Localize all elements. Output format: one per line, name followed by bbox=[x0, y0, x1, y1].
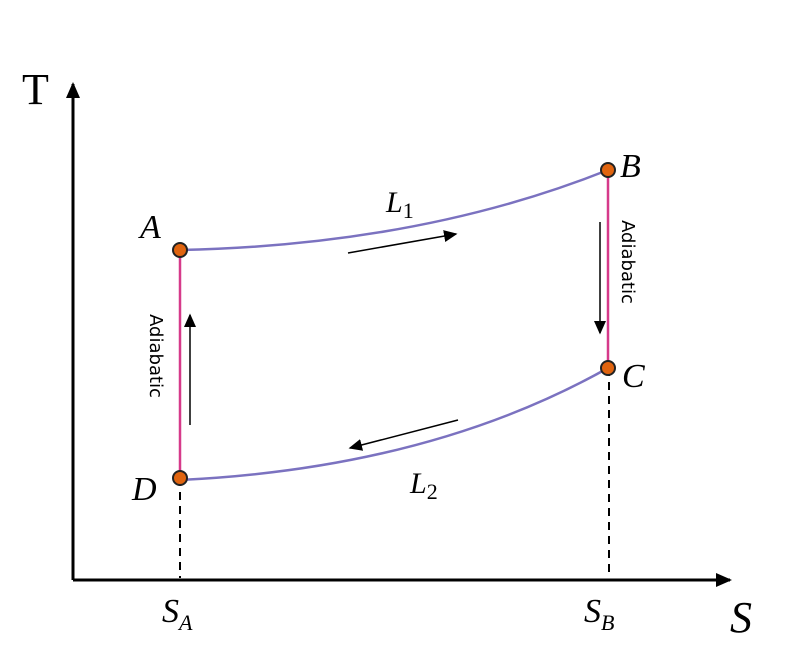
state-point bbox=[172, 470, 188, 486]
entropy-name: S bbox=[162, 593, 179, 630]
process-sub: 1 bbox=[403, 198, 414, 223]
direction-arrow bbox=[347, 230, 458, 254]
process-curve bbox=[179, 366, 609, 482]
x-axis-label: S bbox=[730, 593, 752, 642]
adiabatic-label: Adiabatic bbox=[145, 314, 166, 398]
process-sub: 2 bbox=[427, 479, 438, 504]
entropy-label: SA bbox=[162, 593, 193, 635]
state-point bbox=[600, 162, 616, 178]
process-name: L bbox=[409, 467, 427, 500]
point-label: D bbox=[131, 471, 157, 508]
entropy-sub: B bbox=[601, 610, 614, 635]
process-label: L2 bbox=[409, 467, 438, 504]
adiabatic-label: Adiabatic bbox=[617, 220, 638, 304]
entropy-label: SB bbox=[584, 593, 614, 635]
process-label: L1 bbox=[385, 186, 414, 223]
state-point bbox=[600, 360, 616, 376]
entropy-name: S bbox=[584, 593, 601, 630]
direction-arrow bbox=[348, 419, 459, 451]
point-label: A bbox=[138, 209, 161, 246]
state-point bbox=[172, 242, 188, 258]
y-axis-label: T bbox=[22, 65, 49, 114]
point-label: C bbox=[622, 358, 645, 395]
process-curve bbox=[179, 168, 609, 252]
entropy-sub: A bbox=[177, 610, 193, 635]
process-name: L bbox=[385, 186, 403, 219]
point-label: B bbox=[620, 148, 641, 185]
